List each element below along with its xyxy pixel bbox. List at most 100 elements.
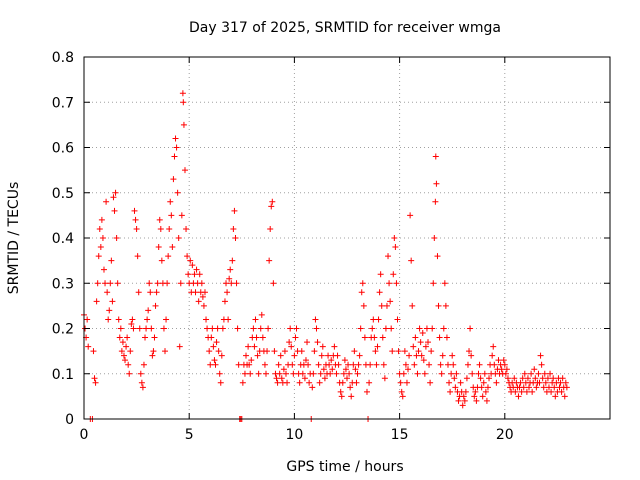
data-point: [255, 370, 262, 377]
data-point: [448, 370, 455, 377]
data-point: [172, 135, 179, 142]
data-point: [473, 397, 480, 404]
data-point: [524, 375, 531, 382]
data-point: [338, 393, 345, 400]
data-point: [352, 366, 359, 373]
data-point: [391, 235, 398, 241]
data-point: [98, 216, 105, 223]
data-point: [267, 225, 274, 232]
data-point: [422, 343, 429, 350]
data-point: [309, 384, 316, 391]
data-point: [92, 379, 99, 386]
y-tick-label: 0.6: [52, 141, 74, 157]
data-point: [245, 343, 252, 350]
data-point: [130, 325, 137, 332]
data-point: [435, 302, 442, 309]
data-point: [511, 375, 518, 382]
data-point: [154, 280, 161, 287]
data-point: [276, 370, 283, 377]
data-point: [563, 384, 570, 391]
data-point: [538, 361, 545, 368]
y-tick-label: 0.1: [52, 367, 74, 383]
data-point: [251, 343, 258, 350]
data-point: [501, 361, 508, 368]
data-point: [313, 325, 320, 332]
data-point: [356, 352, 363, 359]
data-point: [296, 379, 303, 386]
data-point: [421, 370, 428, 377]
data-point: [196, 271, 203, 278]
data-point: [115, 316, 122, 323]
data-point: [562, 379, 569, 386]
data-point: [371, 334, 378, 341]
data-point: [192, 289, 199, 296]
data-point: [234, 325, 241, 332]
x-tick-label: 5: [185, 427, 194, 443]
data-point: [425, 339, 432, 346]
data-point: [366, 379, 373, 386]
data-point: [312, 316, 319, 323]
data-point: [357, 325, 364, 332]
data-point: [111, 207, 118, 214]
data-point: [521, 370, 528, 377]
data-point: [399, 393, 406, 400]
data-point: [561, 393, 568, 400]
data-point: [152, 302, 159, 309]
data-point: [361, 334, 368, 341]
data-point: [223, 280, 230, 287]
data-point: [265, 325, 272, 332]
data-point: [266, 257, 273, 264]
data-point: [259, 334, 266, 341]
data-point: [519, 375, 526, 382]
data-point: [377, 271, 384, 278]
data-point: [170, 176, 177, 183]
data-point: [112, 189, 119, 196]
data-point: [333, 370, 340, 377]
data-point: [363, 388, 370, 395]
data-point: [193, 266, 200, 273]
data-point: [523, 388, 530, 395]
data-point: [480, 379, 487, 386]
data-point: [320, 366, 327, 373]
data-point: [460, 393, 467, 400]
data-point: [369, 325, 376, 332]
data-point: [100, 266, 107, 273]
data-point: [207, 361, 214, 368]
data-point: [342, 366, 349, 373]
data-point: [219, 325, 226, 332]
data-point: [443, 334, 450, 341]
data-point: [472, 388, 479, 395]
data-point: [426, 361, 433, 368]
data-point: [288, 343, 295, 350]
data-point: [491, 361, 498, 368]
data-point: [400, 370, 407, 377]
data-point: [299, 370, 306, 377]
data-point: [252, 316, 259, 323]
data-point: [533, 384, 540, 391]
data-point: [328, 357, 335, 364]
data-point: [232, 235, 239, 241]
data-point: [344, 375, 350, 382]
data-point: [329, 366, 336, 373]
data-point: [262, 370, 269, 377]
data-point: [218, 352, 225, 359]
data-point: [331, 343, 338, 350]
data-point: [383, 302, 390, 309]
data-point: [353, 379, 360, 386]
data-point: [290, 370, 297, 377]
data-point: [408, 257, 415, 264]
data-point: [212, 361, 219, 368]
data-point: [316, 379, 323, 386]
data-point: [156, 216, 163, 223]
data-point: [85, 343, 92, 350]
data-point: [269, 198, 276, 205]
data-point: [306, 379, 313, 386]
data-point: [164, 280, 171, 287]
data-point: [486, 375, 493, 382]
data-point: [415, 348, 422, 355]
grid-lines: [84, 57, 610, 419]
data-point: [354, 370, 361, 377]
data-point: [348, 393, 355, 400]
data-point: [464, 361, 471, 368]
